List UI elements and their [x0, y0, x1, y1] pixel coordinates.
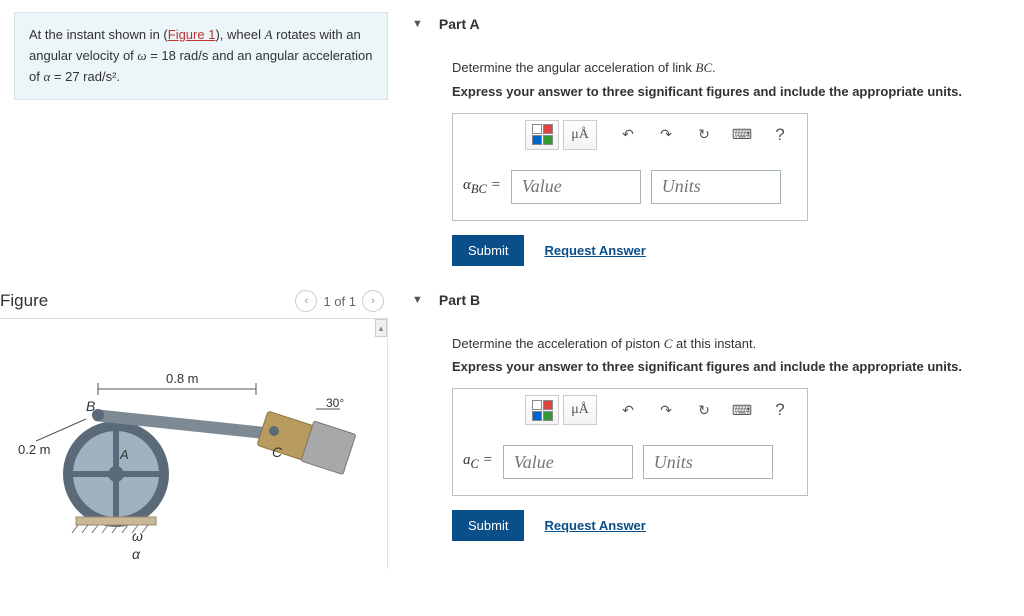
- undo-button[interactable]: ↶: [611, 120, 645, 150]
- dim-ab-label: 0.2 m: [18, 442, 51, 457]
- problem-period: .: [116, 69, 120, 84]
- undo-button[interactable]: ↶: [611, 395, 645, 425]
- part-a-var-label: αBC =: [463, 177, 501, 197]
- symbols-button[interactable]: μÅ: [563, 395, 597, 425]
- angle-label: 30°: [326, 396, 344, 410]
- help-button[interactable]: ?: [763, 120, 797, 150]
- part-a-prompt: Determine the angular acceleration of li…: [452, 58, 1012, 78]
- figure-nav: ‹ 1 of 1 ›: [295, 290, 384, 312]
- problem-text-1: At the instant shown in (: [29, 27, 168, 42]
- part-b-prompt-post: at this instant.: [672, 336, 756, 351]
- templates-icon[interactable]: [525, 120, 559, 150]
- figure-link[interactable]: Figure 1: [168, 27, 216, 42]
- caret-down-icon: ▼: [412, 18, 423, 30]
- part-b-title: Part B: [439, 292, 480, 308]
- label-b: B: [86, 398, 95, 414]
- part-b-var-label: aC =: [463, 452, 493, 472]
- part-a-prompt-post: .: [712, 60, 716, 75]
- part-b-units-input[interactable]: [643, 445, 773, 479]
- part-a-prompt-pre: Determine the angular acceleration of li…: [452, 60, 696, 75]
- omega-sym: ω: [137, 48, 146, 63]
- part-b-prompt-pre: Determine the acceleration of piston: [452, 336, 664, 351]
- symbols-button[interactable]: μÅ: [563, 120, 597, 150]
- reset-button[interactable]: ↻: [687, 395, 721, 425]
- alpha-val: = 27 rad/s²: [50, 69, 116, 84]
- figure-prev-button[interactable]: ‹: [295, 290, 317, 312]
- figure-title: Figure: [0, 291, 48, 311]
- mechanism-diagram: 0.8 m 0.2 m B A C 30° ω α: [16, 359, 366, 569]
- reset-button[interactable]: ↻: [687, 120, 721, 150]
- part-a-submit-button[interactable]: Submit: [452, 235, 524, 266]
- part-a-answer-box: μÅ ↶ ↷ ↻ ⌨ ? αBC =: [452, 113, 808, 221]
- part-b-prompt: Determine the acceleration of piston C a…: [452, 334, 1012, 354]
- part-b-instruction: Express your answer to three significant…: [452, 359, 1012, 374]
- figure-counter: 1 of 1: [323, 294, 356, 309]
- part-b-body: Determine the acceleration of piston C a…: [412, 316, 1012, 560]
- scroll-up-icon[interactable]: ▲: [375, 319, 387, 337]
- part-a-body: Determine the angular acceleration of li…: [412, 40, 1012, 284]
- figure-panel: ▲ 0.8 m 0.2 m B A C 30°: [0, 319, 388, 569]
- part-a-instruction: Express your answer to three significant…: [452, 84, 1012, 99]
- dim-bc-label: 0.8 m: [166, 371, 199, 386]
- redo-button[interactable]: ↷: [649, 395, 683, 425]
- keyboard-button[interactable]: ⌨: [725, 395, 759, 425]
- wheel-var: A: [265, 27, 273, 42]
- part-b-answer-box: μÅ ↶ ↷ ↻ ⌨ ? aC =: [452, 388, 808, 496]
- label-c: C: [272, 444, 283, 460]
- part-a-units-input[interactable]: [651, 170, 781, 204]
- part-b-submit-button[interactable]: Submit: [452, 510, 524, 541]
- part-b-header[interactable]: ▼ Part B: [412, 284, 1012, 316]
- part-b-value-input[interactable]: [503, 445, 633, 479]
- label-a: A: [119, 447, 129, 462]
- part-a-value-input[interactable]: [511, 170, 641, 204]
- part-a-header[interactable]: ▼ Part A: [412, 8, 1012, 40]
- keyboard-button[interactable]: ⌨: [725, 120, 759, 150]
- problem-statement: At the instant shown in (Figure 1), whee…: [14, 12, 388, 100]
- redo-button[interactable]: ↷: [649, 120, 683, 150]
- omega-val: = 18 rad/s: [147, 48, 209, 63]
- part-b-request-answer-link[interactable]: Request Answer: [544, 518, 645, 533]
- figure-next-button[interactable]: ›: [362, 290, 384, 312]
- part-a-request-answer-link[interactable]: Request Answer: [544, 243, 645, 258]
- part-a-prompt-var: BC: [696, 60, 713, 75]
- figure-header: Figure ‹ 1 of 1 ›: [0, 280, 388, 319]
- caret-down-icon: ▼: [412, 294, 423, 306]
- templates-icon[interactable]: [525, 395, 559, 425]
- part-a-title: Part A: [439, 16, 480, 32]
- label-alpha: α: [132, 546, 141, 562]
- problem-text-2: ), wheel: [215, 27, 264, 42]
- help-button[interactable]: ?: [763, 395, 797, 425]
